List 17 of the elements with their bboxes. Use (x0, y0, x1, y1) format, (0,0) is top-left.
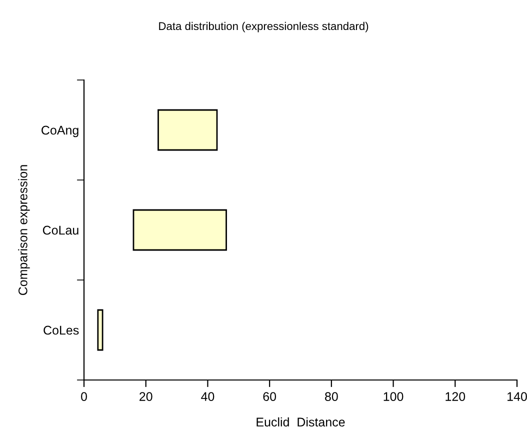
x-tick-label: 0 (81, 392, 87, 401)
x-tick-label: 80 (325, 392, 338, 401)
y-tick-label: CoLau (42, 226, 78, 235)
y-tick-label: CoLes (44, 326, 79, 335)
y-tick-label: CoAng (42, 126, 78, 138)
bar (132, 209, 227, 251)
bar (97, 309, 104, 351)
x-tick-label: 100 (384, 392, 404, 401)
bar (158, 109, 218, 151)
x-tick-label: 140 (508, 392, 527, 401)
x-tick-label: 40 (201, 392, 214, 401)
x-axis-title: Euclid Distance (256, 417, 345, 427)
y-axis-title: Comparison expression (18, 165, 30, 296)
chart-title: Data distribution (expressionless standard) (159, 22, 368, 32)
x-tick-label: 120 (446, 392, 466, 401)
x-tick-label: 20 (140, 392, 152, 401)
x-tick-label: 60 (263, 392, 276, 401)
